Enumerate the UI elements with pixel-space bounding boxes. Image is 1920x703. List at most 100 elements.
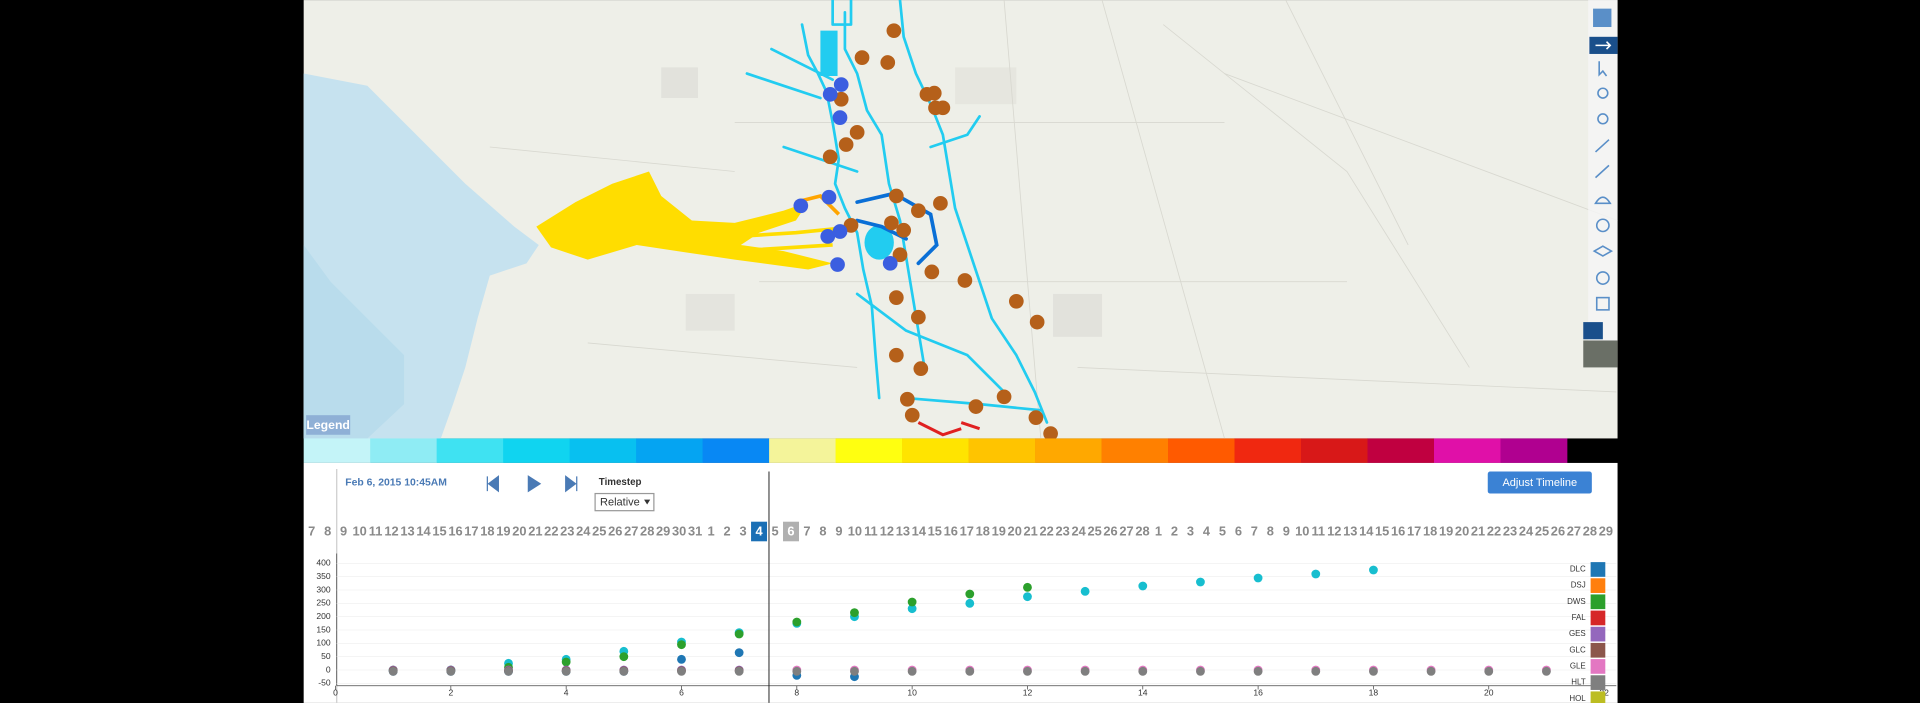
- data-point: [1369, 666, 1378, 676]
- day-label: 14: [1359, 524, 1374, 539]
- day-label: 15: [928, 524, 942, 539]
- data-point: [907, 597, 917, 607]
- extent-tool[interactable]: [1595, 296, 1610, 311]
- zoom-in-tool[interactable]: [1597, 87, 1609, 99]
- day-label: 16: [448, 524, 462, 539]
- x-tick-label: 12: [1023, 687, 1033, 697]
- day-label: 12: [384, 524, 398, 539]
- day-label: 26: [1103, 524, 1117, 539]
- data-point: [619, 666, 629, 676]
- timestep-value: Relative: [600, 497, 640, 509]
- legend-button[interactable]: [306, 415, 351, 435]
- fullscreen-button[interactable]: [1593, 8, 1612, 28]
- legend-swatch: [1590, 594, 1606, 610]
- y-tick-label: 250: [316, 598, 331, 608]
- time-tool[interactable]: [1595, 271, 1610, 285]
- p-button[interactable]: [1583, 322, 1603, 340]
- basemap-thumb[interactable]: [1583, 340, 1618, 368]
- data-point: [1253, 573, 1263, 583]
- adjust-timeline-button[interactable]: [1487, 471, 1592, 494]
- day-label: 23: [560, 524, 574, 539]
- color-scale: [303, 438, 1568, 463]
- x-tick-label: 0: [333, 687, 338, 697]
- day-label: 14: [416, 524, 431, 539]
- layers-tool[interactable]: [1592, 245, 1614, 257]
- day-label: 7: [803, 524, 810, 539]
- color-swatch: [902, 438, 969, 463]
- day-label: 13: [1343, 524, 1357, 539]
- current-date: Feb 6, 2015 10:45AM: [345, 477, 447, 488]
- day-label: 3: [1187, 524, 1194, 539]
- refresh-tool[interactable]: [1595, 218, 1610, 233]
- day-label: 22: [1040, 524, 1054, 539]
- color-swatch: [1434, 438, 1501, 463]
- day-label: 7: [308, 524, 315, 539]
- data-point: [1080, 586, 1090, 596]
- day-label: 28: [1135, 524, 1149, 539]
- color-swatch: [968, 438, 1036, 463]
- timestep-select[interactable]: [594, 492, 655, 512]
- color-swatch: [503, 438, 570, 463]
- x-tick-label: 2: [448, 687, 453, 697]
- day-label: 18: [976, 524, 990, 539]
- step-back-button[interactable]: [486, 475, 499, 493]
- data-point: [734, 666, 744, 676]
- x-tick-label: 18: [1369, 687, 1379, 697]
- day-label: 9: [835, 524, 842, 539]
- data-point: [907, 604, 917, 614]
- day-label: 26: [608, 524, 622, 539]
- timestep-label: Timestep: [599, 477, 642, 488]
- color-swatch: [1035, 438, 1102, 463]
- step-forward-button[interactable]: [565, 475, 578, 493]
- data-point: [1138, 581, 1148, 591]
- day-label: 20: [1008, 524, 1022, 539]
- data-point: [1023, 592, 1032, 602]
- day-label: 11: [864, 524, 878, 539]
- day-label: 28: [640, 524, 654, 539]
- data-point: [1023, 666, 1032, 676]
- day-label: 19: [992, 524, 1006, 539]
- select-tool[interactable]: [1598, 61, 1608, 77]
- legend-label: HOL: [1569, 694, 1586, 703]
- day-label: 29: [656, 524, 670, 539]
- y-tick-label: 200: [316, 611, 331, 621]
- draw-tool[interactable]: [1594, 139, 1610, 179]
- y-tick-label: 50: [321, 651, 331, 661]
- day-label: 20: [1455, 524, 1469, 539]
- day-label: 19: [496, 524, 510, 539]
- timeline-panel: [303, 462, 1618, 703]
- day-label: 30: [672, 524, 686, 539]
- day-label: 14: [912, 524, 927, 539]
- y-tick-label: 350: [316, 571, 331, 581]
- day-label: 17: [464, 524, 478, 539]
- data-point: [1426, 666, 1436, 676]
- data-point: [504, 666, 513, 676]
- day-label: 13: [896, 524, 910, 539]
- data-point: [677, 640, 686, 650]
- day-label: 23: [1503, 524, 1517, 539]
- x-tick-label: 4: [564, 687, 569, 697]
- data-point: [965, 589, 975, 599]
- upload-tool[interactable]: [1594, 196, 1612, 205]
- marked-day: [783, 521, 799, 542]
- play-button[interactable]: [527, 475, 542, 493]
- day-label: 4: [1203, 524, 1211, 539]
- day-label: 21: [1024, 524, 1038, 539]
- day-label: 2: [1171, 524, 1178, 539]
- data-point: [850, 608, 859, 618]
- day-label: 25: [1087, 524, 1101, 539]
- day-label: 5: [771, 524, 778, 539]
- day-label: 15: [432, 524, 446, 539]
- zoom-out-tool[interactable]: [1597, 113, 1609, 125]
- map[interactable]: Legend: [303, 0, 1618, 441]
- x-tick-label: 8: [794, 687, 799, 697]
- data-point: [1023, 582, 1032, 592]
- color-swatch: [1234, 438, 1302, 463]
- data-point: [734, 648, 744, 658]
- legend-label: FAL: [1572, 613, 1587, 622]
- data-point: [1196, 577, 1205, 587]
- color-swatch: [1367, 438, 1435, 463]
- day-label: 6: [787, 524, 794, 539]
- data-point: [677, 654, 686, 664]
